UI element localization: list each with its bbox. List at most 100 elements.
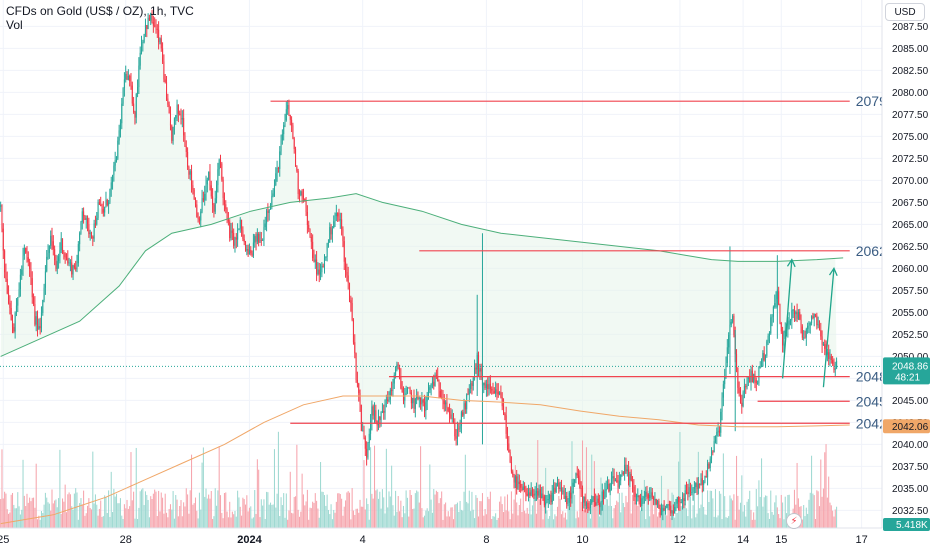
volume-bar (522, 488, 524, 528)
candle-body (691, 491, 693, 493)
volume-bar (122, 519, 124, 528)
volume-bar (276, 493, 278, 528)
candle-body (682, 498, 684, 503)
candle-body (297, 171, 299, 194)
candle-body (467, 394, 469, 396)
volume-bar (549, 516, 551, 528)
candle-body (137, 87, 139, 94)
candle-body (301, 191, 303, 196)
volume-bar (775, 495, 777, 528)
volume-bar (497, 517, 499, 528)
volume-bar (567, 491, 569, 528)
volume-bar (531, 505, 534, 528)
candle-body (142, 42, 144, 44)
volume-bar (820, 459, 822, 528)
volume-bar (431, 512, 433, 528)
volume-bar (596, 501, 598, 528)
volume-bar (680, 506, 682, 528)
volume-tag-value: 5.418K (896, 520, 928, 531)
volume-bar (147, 499, 149, 528)
price-tick-label: 2080.00 (892, 88, 929, 99)
last-price-value: 2048.86 (892, 361, 929, 372)
volume-bar (331, 519, 333, 528)
volume-bar (366, 498, 368, 528)
volume-bar (80, 498, 82, 528)
candle-body (163, 61, 165, 80)
volume-bar (289, 471, 291, 528)
volume-bar (717, 515, 719, 528)
candle-body (341, 219, 343, 230)
volume-bar (718, 491, 720, 528)
candle-body (434, 374, 436, 386)
volume-bar (64, 484, 66, 528)
volume-bar (574, 494, 576, 528)
volume-bar (356, 508, 358, 528)
volume-bar (267, 492, 269, 528)
candle-body (474, 367, 476, 378)
candle-body (521, 487, 523, 490)
volume-bar (583, 509, 585, 528)
candle-body (79, 233, 81, 245)
candle-body (126, 73, 128, 80)
symbol-title[interactable]: CFDs on Gold (US$ / OZ), 1h, TVC (6, 4, 194, 18)
volume-bar (811, 455, 813, 528)
volume-bar (306, 489, 308, 528)
volume-bar (396, 511, 398, 528)
candle-body (684, 490, 686, 502)
candle-body (779, 304, 781, 324)
volume-bar (695, 517, 697, 528)
candle-body (97, 202, 99, 218)
bar-countdown: 48:21 (895, 372, 920, 383)
volume-bar (285, 493, 287, 528)
candle-body (187, 151, 189, 167)
volume-bar (580, 501, 582, 528)
candle-body (351, 303, 353, 320)
candle-body (503, 406, 505, 414)
lightning-icon[interactable]: ⚡ (786, 513, 802, 529)
volume-bar (243, 499, 245, 528)
candle-body (4, 250, 6, 273)
candle-body (772, 306, 774, 317)
candle-body (726, 347, 728, 363)
volume-bar (646, 499, 648, 528)
candle-body (8, 293, 10, 304)
volume-bar (808, 499, 810, 528)
volume-bar (314, 493, 316, 528)
candle-body (743, 386, 745, 393)
candle-body (816, 315, 818, 326)
volume-bar (38, 515, 40, 528)
candle-body (674, 507, 676, 514)
candle-body (264, 223, 266, 228)
volume-bar (406, 497, 408, 528)
candle-body (488, 383, 490, 390)
candle-body (807, 325, 809, 329)
volume-label[interactable]: Vol (6, 18, 23, 32)
volume-bar (347, 491, 349, 528)
volume-bar (75, 488, 77, 528)
currency-button[interactable]: USD (885, 3, 925, 21)
volume-bar (675, 512, 677, 528)
candle-body (451, 417, 453, 419)
candle-body (516, 476, 518, 490)
volume-bar (404, 513, 406, 528)
volume-bar (592, 499, 594, 528)
candle-body (676, 497, 678, 504)
volume-bar (247, 511, 249, 528)
candle-body (146, 25, 148, 30)
volume-bar (59, 449, 61, 528)
volume-bar (736, 455, 738, 528)
candle-body (391, 389, 393, 392)
volume-bar (767, 513, 769, 528)
volume-bar (642, 503, 644, 528)
candle-body (159, 38, 161, 43)
candle-body (392, 383, 394, 392)
candle-body (620, 475, 622, 481)
candle-body (106, 200, 108, 206)
candle-body (291, 119, 293, 126)
candle-body (38, 326, 40, 330)
candle-body (239, 219, 241, 229)
candle-body (704, 476, 706, 482)
candle-body (520, 483, 522, 488)
